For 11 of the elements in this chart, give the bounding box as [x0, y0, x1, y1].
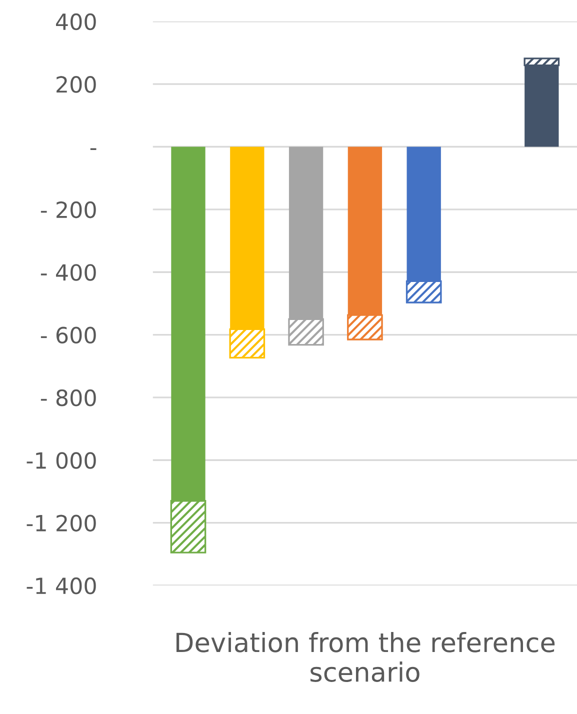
y-tick-label: - 200 — [40, 201, 96, 218]
y-tick-label: -1 400 — [26, 577, 96, 594]
y-tick-label: - 800 — [40, 389, 96, 406]
y-tick-label: - 400 — [40, 264, 96, 281]
y-tick-label: 200 — [56, 76, 96, 93]
y-tick-label: -1 000 — [26, 452, 96, 469]
y-tick-label: -1 200 — [26, 514, 96, 532]
y-tick-label: - — [90, 148, 96, 150]
y-tick-label: 400 — [56, 13, 96, 30]
y-tick-label: - 600 — [40, 326, 96, 344]
x-axis-title: Deviation from the reference scenario — [176, 632, 555, 682]
